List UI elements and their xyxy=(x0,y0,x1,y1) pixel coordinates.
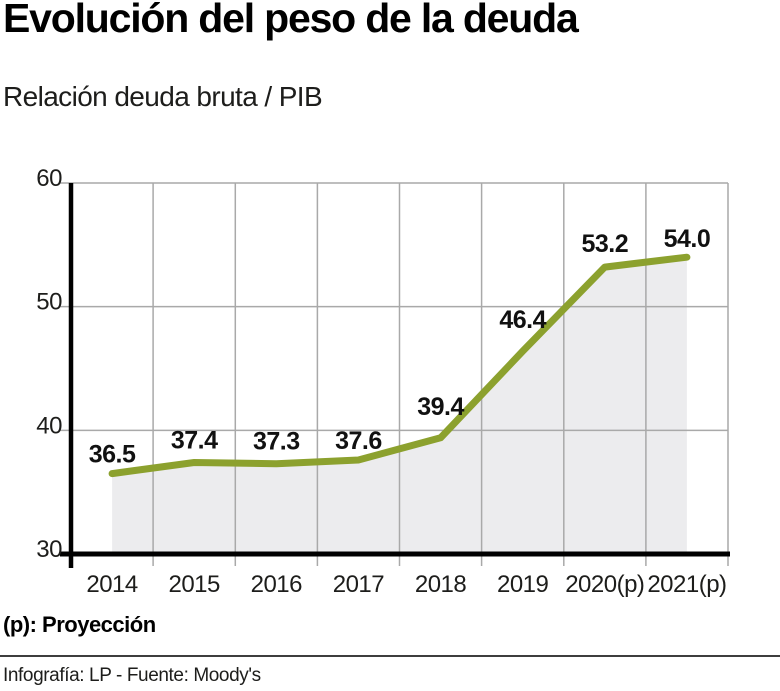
footer-divider xyxy=(0,655,780,657)
value-label: 37.6 xyxy=(335,427,382,455)
value-label: 54.0 xyxy=(664,225,711,253)
value-label: 46.4 xyxy=(499,306,546,334)
credit-line: Infografía: LP - Fuente: Moody's xyxy=(3,665,261,686)
y-tick-label: 30 xyxy=(36,536,62,563)
y-tick-label: 40 xyxy=(36,412,62,439)
value-label: 37.4 xyxy=(171,426,218,454)
value-label: 37.3 xyxy=(253,428,300,456)
chart-subtitle: Relación deuda bruta / PIB xyxy=(3,81,323,112)
x-tick-label: 2019 xyxy=(497,571,549,598)
x-tick-label: 2020(p) xyxy=(565,571,644,598)
x-tick-label: 2018 xyxy=(415,571,467,598)
page-title: Evolución del peso de la deuda xyxy=(3,0,579,41)
trend-line xyxy=(108,253,691,478)
value-label: 36.5 xyxy=(89,441,136,469)
x-tick-label: 2016 xyxy=(251,571,303,598)
value-label: 39.4 xyxy=(417,393,464,421)
y-tick-label: 50 xyxy=(36,289,62,316)
x-tick-label: 2017 xyxy=(333,571,385,598)
value-label: 53.2 xyxy=(581,230,628,258)
y-tick-label: 60 xyxy=(36,165,62,192)
x-tick-label: 2014 xyxy=(86,571,138,598)
x-tick-label: 2021(p) xyxy=(647,571,726,598)
x-tick-label: 2015 xyxy=(168,571,220,598)
projection-footnote: (p): Proyección xyxy=(3,612,156,637)
